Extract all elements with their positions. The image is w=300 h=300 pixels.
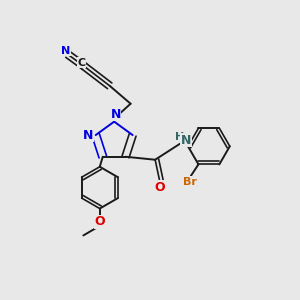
Text: Br: Br (182, 177, 197, 187)
Text: N: N (181, 134, 191, 147)
Text: C: C (77, 58, 86, 68)
Text: O: O (154, 181, 165, 194)
Text: N: N (110, 108, 121, 121)
Text: H: H (175, 132, 184, 142)
Text: N: N (61, 46, 70, 56)
Text: N: N (83, 128, 93, 142)
Text: O: O (94, 215, 105, 229)
